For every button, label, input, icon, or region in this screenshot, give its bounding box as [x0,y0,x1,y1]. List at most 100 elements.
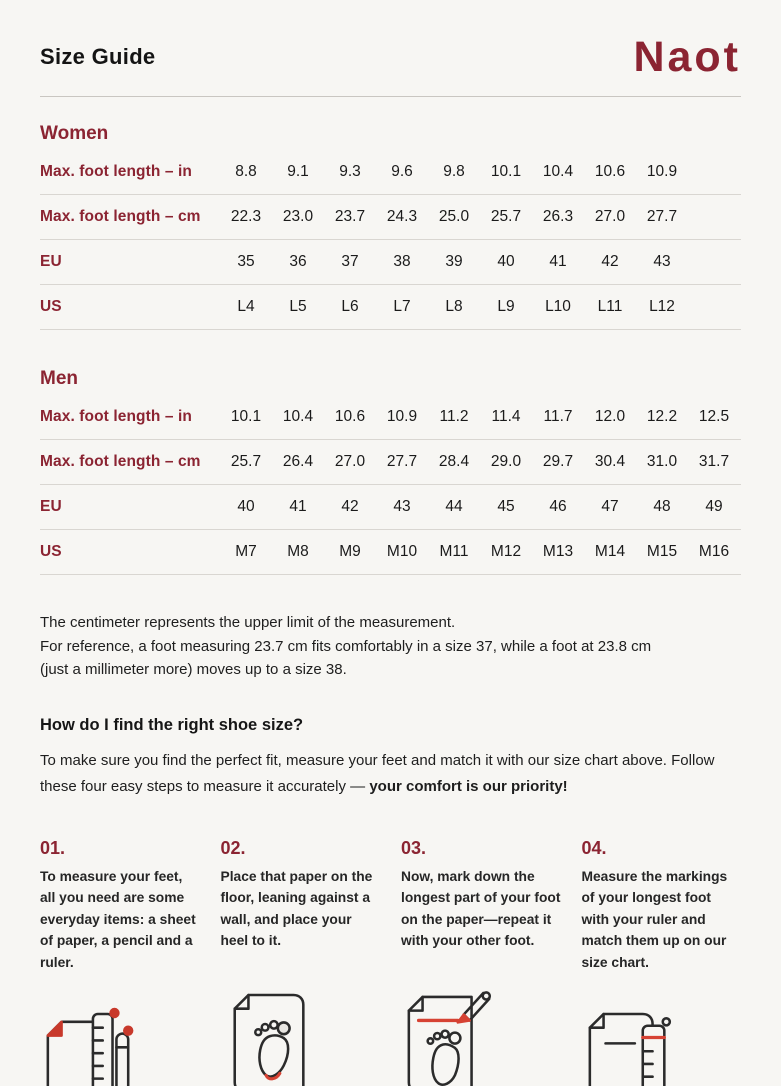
size-cell: 29.7 [542,453,574,470]
size-cell: 26.3 [542,208,574,225]
size-cell: L9 [497,298,515,315]
size-cell: 12.2 [646,408,678,425]
header: Size Guide Naot [40,0,741,86]
size-cell: 10.4 [542,163,574,180]
step-2-text: Place that paper on the floor, leaning a… [220,868,373,949]
header-divider [40,96,741,97]
men-section-heading: Men [40,368,78,389]
size-cell: 10.9 [646,163,678,180]
size-cell: 11.7 [543,408,573,425]
size-cell: 11.2 [439,408,469,425]
size-cell: 9.8 [443,163,465,180]
size-row: US M7 M8 M9 M10 M11 M12 M13 M14 M15 M16 [40,530,741,575]
step-4: 04. Measure the markings of your longest… [582,838,742,1086]
size-cell: M12 [490,543,522,560]
howto-intro: To make sure you find the perfect fit, m… [40,748,730,800]
size-row-label: EU [40,253,62,270]
size-cell: 10.9 [386,408,418,425]
note-line: For reference, a foot measuring 23.7 cm … [40,637,652,655]
brand-logo: Naot [633,32,741,81]
note-line: The centimeter represents the upper limi… [40,614,456,631]
pencil-mark-footprint-icon [401,986,561,1086]
size-cell: 23.7 [334,208,366,225]
size-row: EU 40 41 42 43 44 45 46 47 48 49 [40,485,741,530]
size-cell: 46 [549,498,567,515]
women-section-heading: Women [40,123,109,144]
size-cell: 37 [341,253,359,270]
size-cell: 42 [341,498,359,515]
size-cell: L6 [341,298,359,315]
size-cell: M15 [646,543,678,560]
size-cell: 11.4 [491,408,521,425]
size-cell: L12 [649,298,675,315]
size-cell: 40 [237,498,255,515]
size-cell: 39 [445,253,463,270]
step-3-number: 03. [401,837,427,858]
size-cell: L4 [237,298,255,315]
size-row-label: US [40,543,62,560]
size-row: Max. foot length – cm 25.7 26.4 27.0 27.7 28.… [40,440,741,485]
size-cell: 44 [445,498,463,515]
size-cell: 43 [653,253,671,270]
size-cell: 10.1 [490,163,522,180]
size-cell: L7 [393,298,411,315]
size-cell: 26.4 [282,453,314,470]
size-cell: 29.0 [490,453,522,470]
size-cell: 27.0 [334,453,366,470]
size-cell: 48 [653,498,671,515]
size-cell: 27.7 [646,208,678,225]
size-cell: 35 [237,253,255,270]
size-cell: 31.7 [698,453,730,470]
size-cell: L8 [445,298,463,315]
size-cell: L11 [597,298,623,315]
size-row: US L4 L5 L6 L7 L8 L9 L10 L11 L12 [40,285,741,330]
size-cell: 9.1 [287,163,309,180]
step-3-text: Now, mark down the longest part of your … [401,868,561,949]
paper-ruler-measure-icon [582,1005,742,1086]
size-cell: 40 [497,253,515,270]
size-cell: 41 [549,253,567,270]
paper-pencil-ruler-icon [40,1005,200,1086]
size-cell: 8.8 [235,163,257,180]
size-cell: 12.5 [698,408,730,425]
size-cell: 30.4 [594,453,626,470]
size-cell: 10.6 [334,408,366,425]
size-cell: 47 [601,498,619,515]
women-size-table: Max. foot length – in 8.8 9.1 9.3 9.6 9.8 10.1… [40,150,741,330]
size-cell: 10.1 [230,408,262,425]
measurement-notes: The centimeter represents the upper limi… [40,611,741,682]
size-cell: 25.7 [230,453,262,470]
size-cell: M7 [235,543,257,560]
size-cell: M16 [698,543,730,560]
size-cell: 45 [497,498,515,515]
size-cell: 42 [601,253,619,270]
size-cell: L5 [289,298,307,315]
size-row-label: US [40,298,62,315]
size-row: Max. foot length – in 8.8 9.1 9.3 9.6 9.8 10.1… [40,150,741,195]
size-cell: 27.0 [594,208,626,225]
size-row-label: Max. foot length – cm [40,453,201,470]
size-row-label: EU [40,498,62,515]
step-4-text: Measure the markings of your longest foo… [581,868,728,970]
size-row: Max. foot length – in 10.1 10.4 10.6 10.9 11.… [40,395,741,440]
size-cell: 43 [393,498,411,515]
howto-heading: How do I find the right shoe size? [40,715,304,734]
measure-steps: 01. To measure your feet, all you need a… [40,838,741,1086]
size-row: EU 35 36 37 38 39 40 41 42 43 [40,240,741,285]
step-2: 02. Place that paper on the floor, leani… [221,838,381,1086]
step-3: 03. Now, mark down the longest part of y… [401,838,561,1086]
size-cell: 12.0 [594,408,626,425]
step-2-number: 02. [220,837,246,858]
size-cell: 23.0 [282,208,314,225]
step-1-number: 01. [40,837,66,858]
size-cell: 38 [393,253,411,270]
size-row-label: Max. foot length – cm [40,208,201,225]
howto-intro-bold: your comfort is our priority! [369,777,568,795]
size-cell: 9.6 [391,163,413,180]
size-row: Max. foot length – cm 22.3 23.0 23.7 24.3 25.… [40,195,741,240]
size-cell: M13 [542,543,574,560]
size-cell: L10 [545,298,571,315]
size-cell: 28.4 [438,453,470,470]
size-cell: M8 [287,543,309,560]
size-cell: 10.4 [282,408,314,425]
